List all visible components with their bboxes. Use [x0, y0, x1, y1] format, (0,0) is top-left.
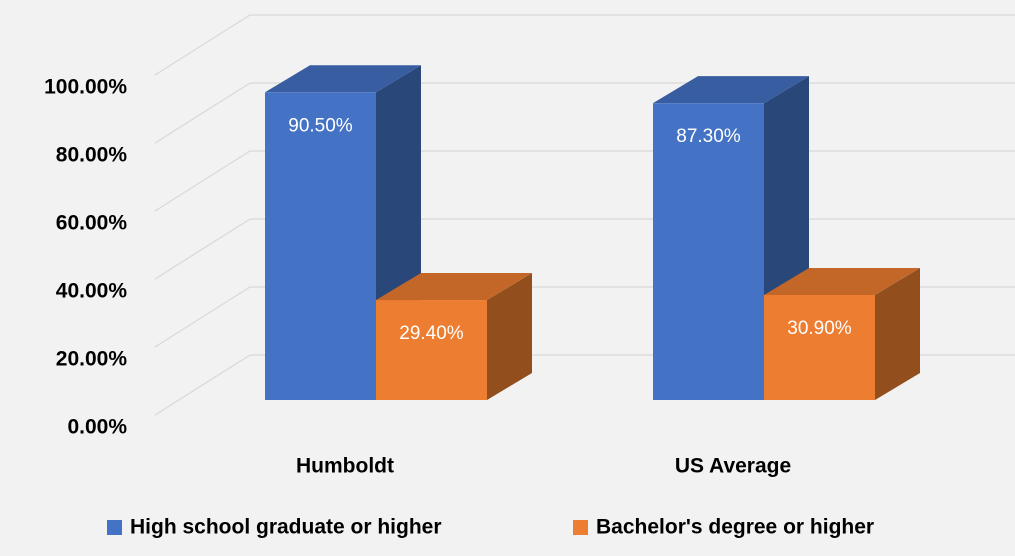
grid-line: [154, 286, 251, 348]
y-tick-label: 80.00%: [56, 144, 128, 167]
legend-label: High school graduate or higher: [130, 516, 442, 539]
bar: [265, 92, 376, 401]
bar: [653, 103, 764, 401]
legend-label: Bachelor's degree or higher: [596, 516, 874, 539]
bar-top: [376, 273, 532, 301]
y-tick-label: 0.00%: [67, 416, 127, 439]
value-label: 90.50%: [288, 115, 353, 136]
grid-line: [154, 150, 251, 212]
value-label: 30.90%: [787, 318, 852, 339]
bar: [764, 294, 875, 400]
bar-top: [764, 267, 920, 295]
y-tick-label: 100.00%: [44, 76, 127, 99]
grid-line: [154, 218, 251, 280]
grid-line: [154, 82, 251, 144]
grid-line: [154, 354, 251, 416]
legend-swatch: [107, 520, 122, 535]
bar-top: [653, 76, 809, 104]
bar-side: [875, 267, 920, 400]
x-tick-label: Humboldt: [296, 455, 394, 478]
x-tick-label: US Average: [675, 455, 791, 478]
value-label: 29.40%: [399, 323, 464, 344]
bar: [376, 300, 487, 400]
legend-swatch: [573, 520, 588, 535]
bar-top: [265, 65, 421, 93]
y-tick-label: 20.00%: [56, 348, 128, 371]
bar-side: [487, 273, 532, 400]
y-tick-label: 40.00%: [56, 280, 128, 303]
grid-line: [154, 14, 251, 76]
y-tick-label: 60.00%: [56, 212, 128, 235]
value-label: 87.30%: [676, 126, 741, 147]
